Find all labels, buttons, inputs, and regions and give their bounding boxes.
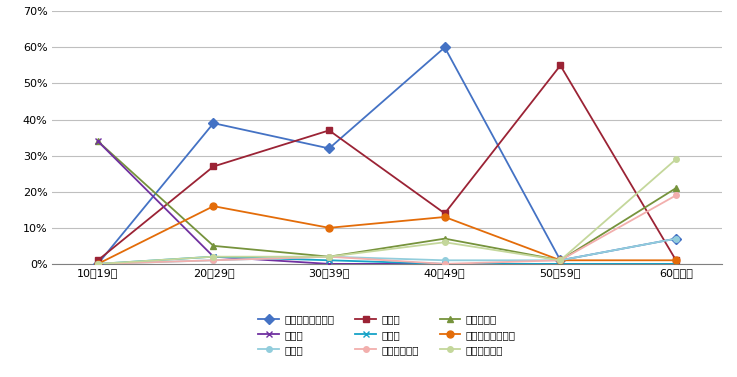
- Legend: 就職・転職・転業, 就　学, 住　宅, 転　勤, 卒　業, 交通の利便性, 退職・廃業, 結婚・離婚・縁組, 生活の利便性: 就職・転職・転業, 就 学, 住 宅, 転 勤, 卒 業, 交通の利便性, 退職…: [258, 314, 516, 355]
- 卒　業: [209, 254, 218, 259]
- Line: 転　勤: 転 勤: [94, 62, 680, 264]
- 交通の利便性: [671, 193, 680, 198]
- 生活の利便性: [94, 262, 102, 266]
- 交通の利便性: [440, 262, 449, 266]
- 就　学: [440, 262, 449, 266]
- Line: 生活の利便性: 生活の利便性: [95, 156, 679, 267]
- 住　宅: [325, 254, 334, 259]
- 住　宅: [556, 258, 565, 262]
- 卒　業: [556, 262, 565, 266]
- 就　学: [325, 262, 334, 266]
- 退職・廃業: [325, 254, 334, 259]
- 退職・廃業: [209, 244, 218, 248]
- 転　勤: [325, 128, 334, 133]
- 生活の利便性: [671, 157, 680, 161]
- 生活の利便性: [209, 254, 218, 259]
- 転　勤: [94, 258, 102, 262]
- 結婚・離婚・縁組: [440, 215, 449, 219]
- 住　宅: [671, 236, 680, 241]
- 住　宅: [440, 258, 449, 262]
- Line: 卒　業: 卒 業: [94, 253, 680, 267]
- 就職・転職・転業: [440, 45, 449, 50]
- 就　学: [556, 262, 565, 266]
- 就　学: [671, 262, 680, 266]
- 交通の利便性: [94, 262, 102, 266]
- 就　学: [209, 254, 218, 259]
- 結婚・離婚・縁組: [94, 262, 102, 266]
- 交通の利便性: [325, 254, 334, 259]
- Line: 退職・廃業: 退職・廃業: [94, 138, 680, 264]
- 就職・転職・転業: [671, 236, 680, 241]
- 生活の利便性: [556, 258, 565, 262]
- 就職・転職・転業: [325, 146, 334, 151]
- 卒　業: [94, 262, 102, 266]
- 生活の利便性: [325, 254, 334, 259]
- 卒　業: [325, 258, 334, 262]
- 退職・廃業: [94, 139, 102, 144]
- Line: 就　学: 就 学: [94, 138, 680, 267]
- 結婚・離婚・縁組: [671, 258, 680, 262]
- 結婚・離婚・縁組: [209, 204, 218, 208]
- Line: 住　宅: 住 宅: [95, 236, 679, 267]
- 就職・転職・転業: [556, 258, 565, 262]
- 結婚・離婚・縁組: [325, 225, 334, 230]
- 退職・廃業: [556, 258, 565, 262]
- 就職・転職・転業: [94, 262, 102, 266]
- 交通の利便性: [556, 258, 565, 262]
- Line: 交通の利便性: 交通の利便性: [95, 193, 679, 267]
- 転　勤: [440, 211, 449, 216]
- 生活の利便性: [440, 240, 449, 245]
- 転　勤: [556, 63, 565, 68]
- 転　勤: [671, 258, 680, 262]
- Line: 就職・転職・転業: 就職・転職・転業: [94, 44, 680, 267]
- 就職・転職・転業: [209, 121, 218, 126]
- 退職・廃業: [671, 186, 680, 190]
- 住　宅: [209, 258, 218, 262]
- 卒　業: [440, 262, 449, 266]
- 卒　業: [671, 262, 680, 266]
- 退職・廃業: [440, 236, 449, 241]
- 交通の利便性: [209, 258, 218, 262]
- Line: 結婚・離婚・縁組: 結婚・離婚・縁組: [94, 203, 680, 267]
- 転　勤: [209, 164, 218, 169]
- 就　学: [94, 139, 102, 144]
- 結婚・離婚・縁組: [556, 258, 565, 262]
- 住　宅: [94, 262, 102, 266]
